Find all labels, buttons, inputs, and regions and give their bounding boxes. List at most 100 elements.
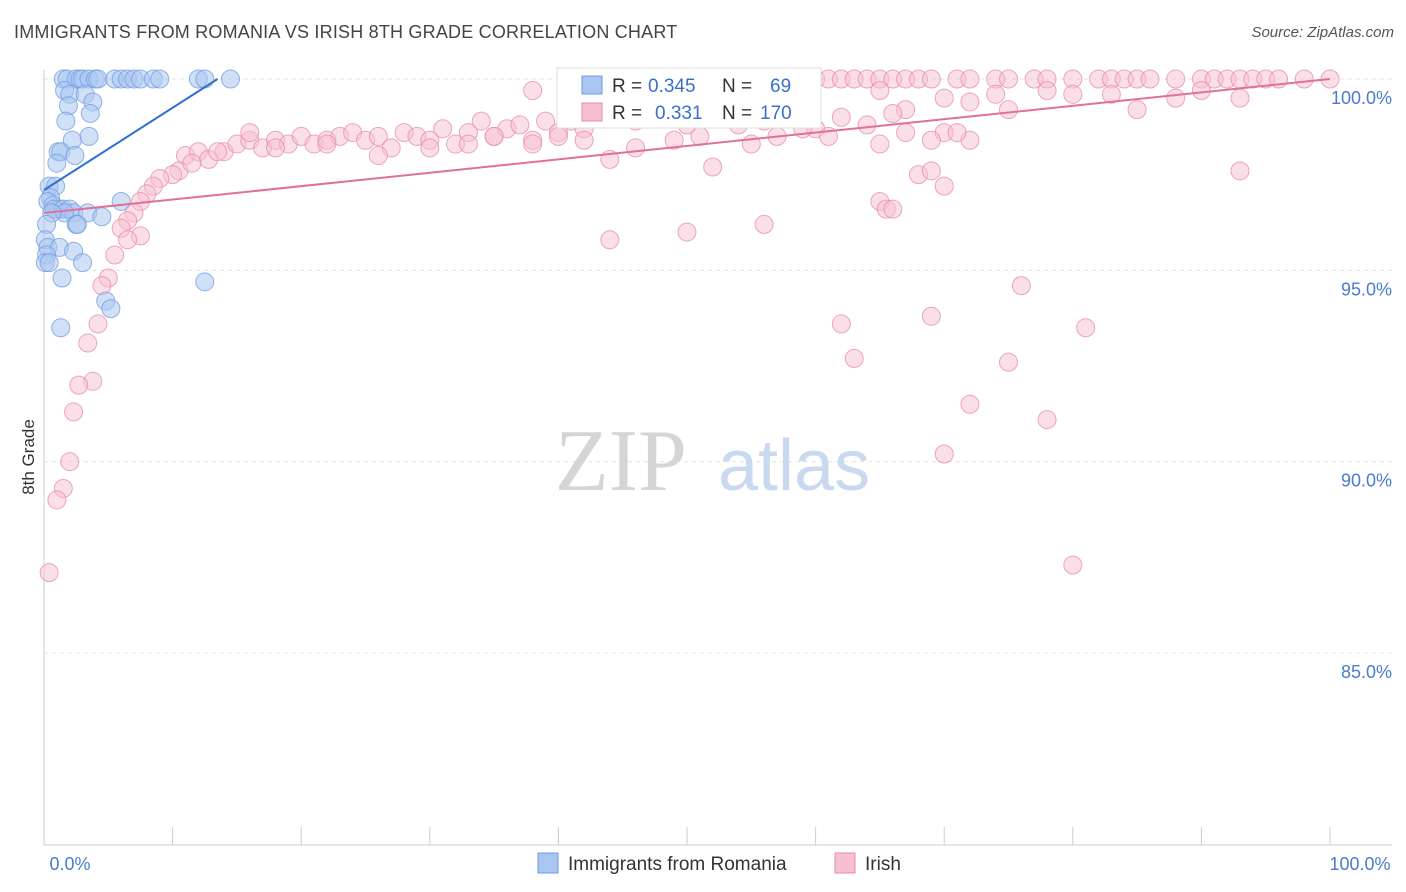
- x-tick-label-min: 0.0%: [49, 854, 90, 874]
- y-axis-tick-labels: 100.0% 95.0% 90.0% 85.0%: [1331, 88, 1392, 682]
- chart-title: IMMIGRANTS FROM ROMANIA VS IRISH 8TH GRA…: [14, 22, 678, 42]
- watermark: ZIP atlas: [555, 413, 870, 510]
- irish-point: [420, 138, 440, 158]
- bottom-legend-swatch-romania: [537, 852, 559, 874]
- irish-point: [600, 230, 620, 250]
- irish-point: [88, 314, 108, 334]
- romania-point: [79, 126, 99, 146]
- irish-point: [574, 130, 594, 150]
- irish-point: [1063, 555, 1083, 575]
- x-axis-ticks: [43, 827, 1331, 845]
- irish-point: [523, 134, 543, 154]
- irish-point: [484, 126, 504, 146]
- irish-point: [78, 333, 98, 353]
- source-label: Source: ZipAtlas.com: [1251, 24, 1394, 41]
- irish-point: [999, 69, 1018, 89]
- bottom-legend-label-romania: Immigrants from Romania: [568, 854, 787, 875]
- legend-r-label-romania: R =: [612, 76, 642, 97]
- y-tick-label: 95.0%: [1341, 279, 1392, 299]
- irish-point: [1230, 88, 1250, 108]
- irish-point: [960, 92, 980, 112]
- irish-point: [69, 375, 89, 395]
- y-tick-label: 100.0%: [1331, 88, 1392, 108]
- romania-point: [195, 272, 215, 292]
- bottom-legend-swatch-irish: [834, 852, 856, 874]
- romania-point: [47, 153, 67, 173]
- y-tick-label: 85.0%: [1341, 662, 1392, 682]
- legend-swatch-irish: [581, 102, 603, 122]
- irish-point: [60, 452, 80, 472]
- romania-trend-line: [43, 78, 219, 191]
- legend-r-value-romania: 0.345: [648, 76, 696, 97]
- romania-point: [88, 69, 108, 89]
- romania-point: [220, 69, 240, 89]
- irish-point: [510, 115, 530, 135]
- irish-point: [921, 130, 941, 150]
- irish-point: [368, 146, 388, 166]
- irish-point: [1011, 276, 1031, 296]
- romania-point: [195, 69, 215, 89]
- irish-point: [921, 69, 941, 89]
- irish-point: [947, 123, 967, 143]
- irish-trend-line: [43, 78, 1331, 214]
- irish-point: [690, 126, 710, 146]
- irish-point: [1037, 410, 1057, 430]
- romania-point: [67, 214, 87, 234]
- romania-point: [80, 103, 100, 123]
- romania-points: [35, 69, 240, 338]
- irish-point: [1166, 88, 1186, 108]
- romania-point: [52, 268, 72, 288]
- romania-point: [73, 253, 93, 273]
- romania-point: [111, 191, 131, 211]
- bottom-legend-label-irish: Irish: [865, 854, 901, 875]
- watermark-atlas: atlas: [718, 426, 870, 506]
- irish-point: [921, 306, 941, 326]
- irish-point: [626, 138, 646, 158]
- irish-point: [921, 161, 941, 181]
- irish-point: [999, 100, 1018, 120]
- irish-point: [677, 222, 697, 242]
- irish-point: [960, 394, 980, 414]
- irish-point: [1166, 69, 1186, 89]
- romania-point: [51, 318, 71, 338]
- y-tick-label: 90.0%: [1341, 471, 1392, 491]
- romania-point: [101, 299, 121, 319]
- irish-point: [1037, 80, 1057, 100]
- irish-point: [844, 348, 864, 368]
- legend-r-value-irish: 0.331: [655, 103, 703, 124]
- romania-point: [39, 253, 59, 273]
- irish-point: [208, 142, 228, 162]
- irish-point: [883, 199, 903, 219]
- irish-point: [934, 88, 954, 108]
- irish-point: [870, 134, 890, 154]
- irish-point: [703, 157, 723, 177]
- irish-point: [182, 153, 202, 173]
- irish-point: [1294, 69, 1314, 89]
- irish-point: [105, 245, 125, 265]
- irish-point: [471, 111, 491, 131]
- x-tick-label-max: 100.0%: [1329, 854, 1390, 874]
- irish-point: [523, 80, 543, 100]
- irish-point: [1191, 80, 1211, 100]
- legend-swatch-romania: [581, 75, 603, 95]
- romania-point: [65, 146, 85, 166]
- irish-point: [64, 402, 84, 422]
- irish-point: [831, 314, 851, 334]
- irish-point: [1140, 69, 1160, 89]
- irish-points: [39, 69, 1340, 583]
- irish-point: [368, 126, 388, 146]
- irish-point: [986, 84, 1006, 104]
- irish-point: [1076, 318, 1096, 338]
- irish-point: [934, 444, 954, 464]
- irish-point: [458, 134, 478, 154]
- irish-point: [754, 214, 774, 234]
- bottom-legend: Immigrants from Romania Irish: [537, 852, 901, 875]
- irish-point: [831, 107, 851, 127]
- irish-point: [1127, 100, 1147, 120]
- irish-point: [47, 490, 67, 510]
- irish-point: [548, 126, 568, 146]
- romania-point: [150, 69, 170, 89]
- irish-point: [39, 563, 59, 583]
- irish-point: [1230, 161, 1250, 181]
